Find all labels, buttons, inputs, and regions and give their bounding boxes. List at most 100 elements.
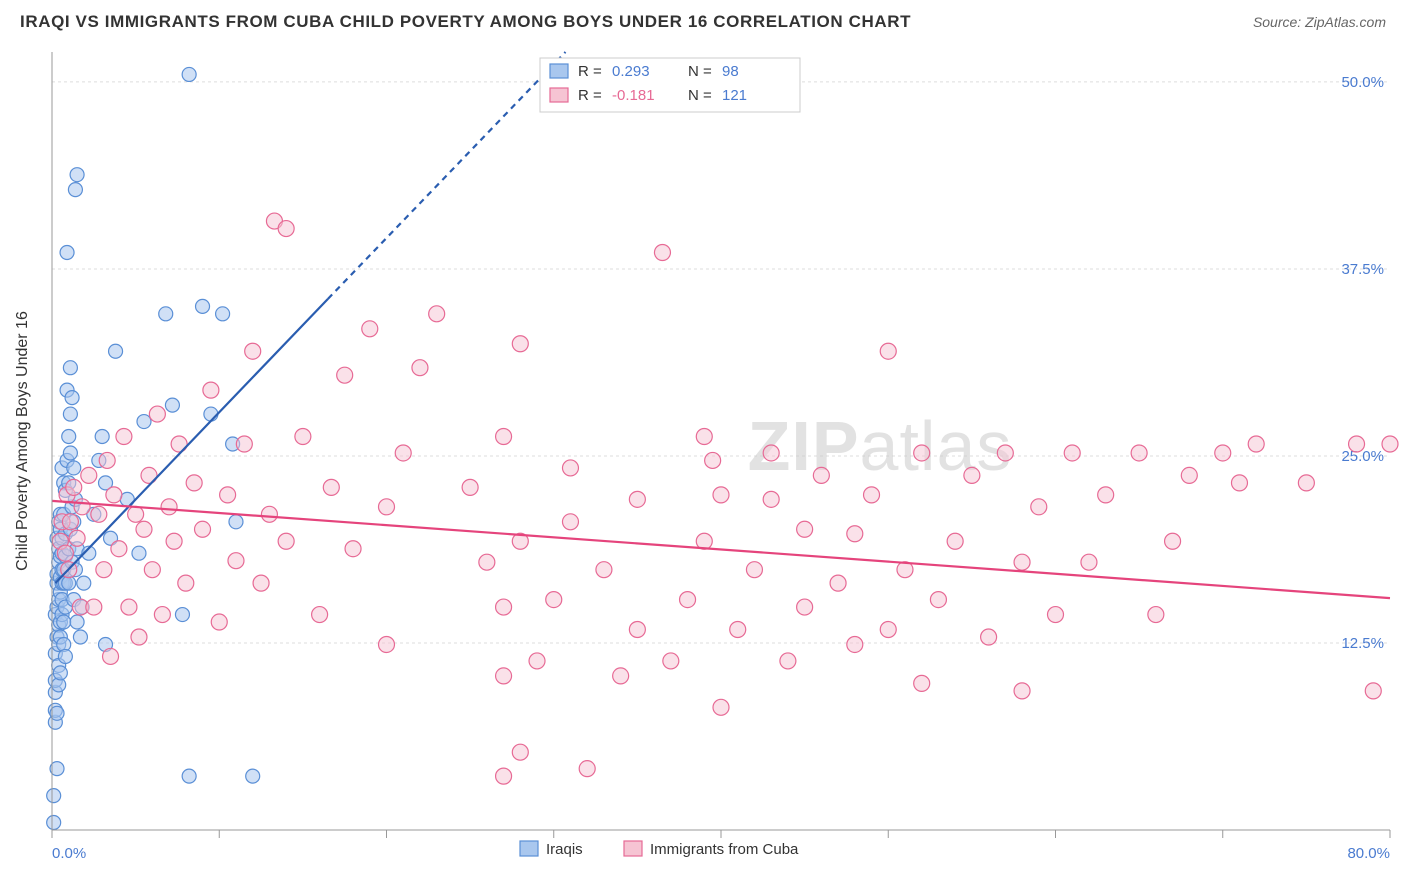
data-point: [161, 499, 177, 515]
data-point: [186, 475, 202, 491]
data-point: [680, 592, 696, 608]
data-point: [412, 360, 428, 376]
data-point: [780, 653, 796, 669]
data-point: [47, 816, 61, 830]
data-point: [211, 614, 227, 630]
data-point: [295, 429, 311, 445]
data-point: [175, 608, 189, 622]
data-point: [65, 391, 79, 405]
data-point: [1349, 436, 1365, 452]
data-point: [159, 307, 173, 321]
data-point: [62, 430, 76, 444]
y-axis-title: Child Poverty Among Boys Under 16: [14, 311, 31, 571]
data-point: [713, 487, 729, 503]
y-grid-label: 12.5%: [1341, 635, 1384, 652]
data-point: [629, 491, 645, 507]
data-point: [596, 562, 612, 578]
data-point: [1215, 445, 1231, 461]
data-point: [73, 630, 87, 644]
data-point: [379, 499, 395, 515]
data-point: [121, 599, 137, 615]
data-point: [379, 636, 395, 652]
data-point: [613, 668, 629, 684]
data-point: [99, 452, 115, 468]
data-point: [63, 407, 77, 421]
data-point: [746, 562, 762, 578]
data-point: [880, 343, 896, 359]
data-point: [204, 407, 218, 421]
data-point: [136, 521, 152, 537]
bottom-legend-swatch: [624, 841, 642, 856]
data-point: [109, 344, 123, 358]
data-point: [914, 445, 930, 461]
x-axis-label: 0.0%: [52, 845, 86, 862]
data-point: [245, 343, 261, 359]
data-point: [195, 521, 211, 537]
data-point: [182, 67, 196, 81]
data-point: [1131, 445, 1147, 461]
data-point: [629, 622, 645, 638]
data-point: [496, 429, 512, 445]
data-point: [106, 487, 122, 503]
data-point: [479, 554, 495, 570]
data-point: [562, 514, 578, 530]
data-point: [1031, 499, 1047, 515]
data-point: [68, 183, 82, 197]
legend-swatch: [550, 64, 568, 78]
data-point: [57, 545, 73, 561]
data-point: [864, 487, 880, 503]
legend-n-value: 121: [722, 87, 747, 104]
data-point: [880, 622, 896, 638]
data-point: [847, 526, 863, 542]
data-point: [132, 546, 146, 560]
data-point: [562, 460, 578, 476]
data-point: [813, 467, 829, 483]
data-point: [546, 592, 562, 608]
y-grid-label: 50.0%: [1341, 74, 1384, 91]
data-point: [1014, 683, 1030, 699]
data-point: [253, 575, 269, 591]
data-point: [278, 533, 294, 549]
data-point: [1048, 607, 1064, 623]
legend-n-label: N =: [688, 87, 712, 104]
data-point: [496, 668, 512, 684]
legend-n-label: N =: [688, 63, 712, 80]
data-point: [763, 445, 779, 461]
data-point: [1148, 607, 1164, 623]
data-point: [512, 336, 528, 352]
data-point: [529, 653, 545, 669]
data-point: [1098, 487, 1114, 503]
data-point: [63, 361, 77, 375]
data-point: [496, 599, 512, 615]
data-point: [1231, 475, 1247, 491]
data-point: [512, 744, 528, 760]
data-point: [128, 506, 144, 522]
data-point: [930, 592, 946, 608]
data-point: [86, 599, 102, 615]
data-point: [730, 622, 746, 638]
data-point: [345, 541, 361, 557]
bottom-legend-label: Immigrants from Cuba: [650, 841, 799, 858]
y-grid-label: 37.5%: [1341, 261, 1384, 278]
data-point: [62, 514, 78, 530]
data-point: [236, 436, 252, 452]
data-point: [63, 446, 77, 460]
data-point: [70, 615, 84, 629]
data-point: [1181, 467, 1197, 483]
data-point: [1081, 554, 1097, 570]
data-point: [1064, 445, 1080, 461]
data-point: [496, 768, 512, 784]
data-point: [165, 398, 179, 412]
scatter-chart: 12.5%25.0%37.5%50.0%ZIPatlas0.0%80.0%Chi…: [0, 40, 1406, 890]
data-point: [53, 666, 67, 680]
legend-r-label: R =: [578, 63, 602, 80]
data-point: [203, 382, 219, 398]
data-point: [246, 769, 260, 783]
data-point: [74, 499, 90, 515]
data-point: [1298, 475, 1314, 491]
data-point: [964, 467, 980, 483]
data-point: [362, 321, 378, 337]
data-point: [462, 479, 478, 495]
trend-line-dashed: [328, 52, 565, 299]
data-point: [228, 553, 244, 569]
